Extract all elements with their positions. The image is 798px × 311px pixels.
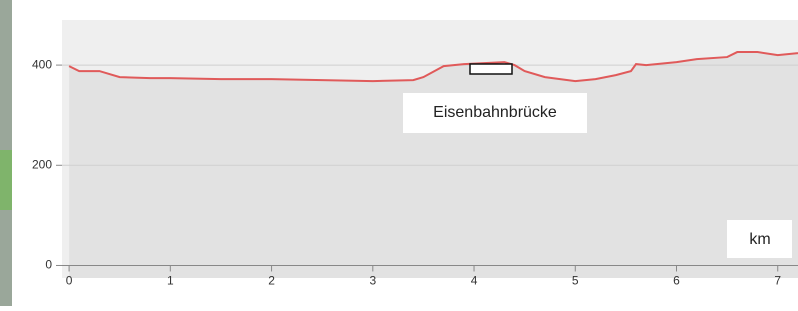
chart: 0 200 400 0 1 2 3 4 5 6 7 Eisenbahnbrücke km xyxy=(0,0,798,306)
page: {"chart_data": {"type": "area", "x": [0,… xyxy=(0,0,798,306)
x-tick-label: 0 xyxy=(66,274,73,288)
x-tick-label: 2 xyxy=(268,274,275,288)
y-tick-label: 0 xyxy=(45,258,52,272)
map-strip-green xyxy=(0,150,12,210)
x-tick-label: 1 xyxy=(167,274,174,288)
annotation: Eisenbahnbrücke xyxy=(433,104,557,121)
x-tick-label: 6 xyxy=(673,274,680,288)
y-tick-label: 400 xyxy=(32,57,52,71)
x-tick-label: 4 xyxy=(471,274,478,288)
bridge-marker xyxy=(470,64,512,74)
x-axis-label: km xyxy=(749,231,770,248)
x-tick-label: 5 xyxy=(572,274,579,288)
x-tick-label: 3 xyxy=(369,274,376,288)
y-tick-label: 200 xyxy=(32,157,52,171)
x-tick-label: 7 xyxy=(774,274,781,288)
